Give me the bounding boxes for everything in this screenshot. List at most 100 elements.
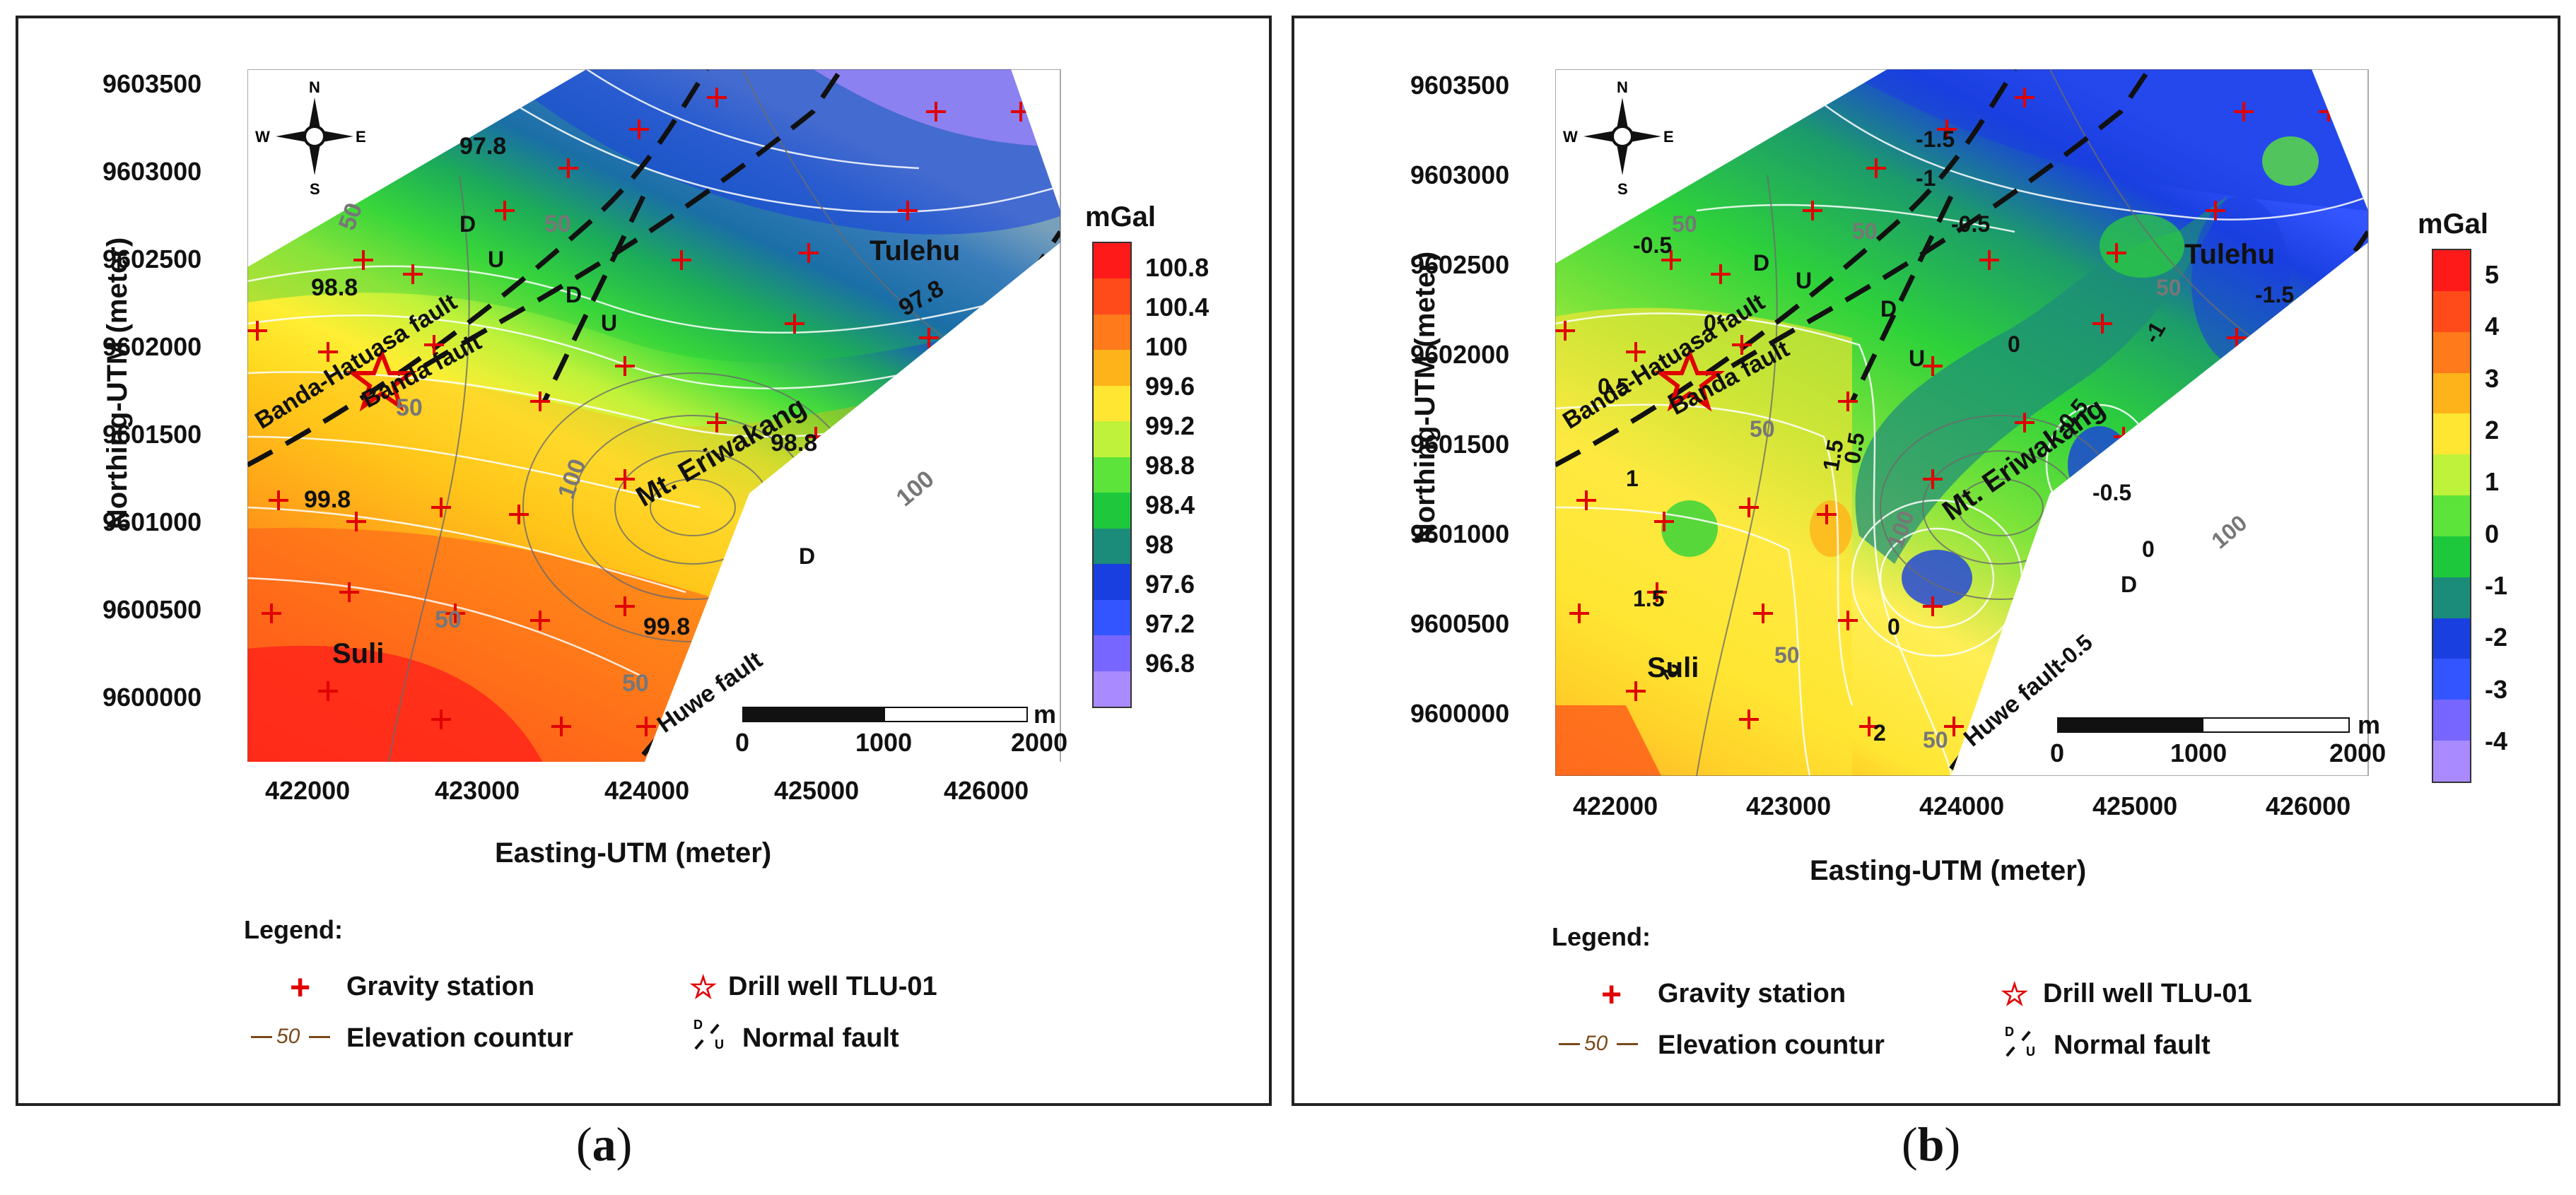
colorbar-segment (2433, 250, 2470, 291)
fault-mark-a-1: U (488, 247, 504, 272)
north-arrow-b: N S E W (1563, 78, 1674, 198)
fault-mark-b-1: U (1796, 268, 1812, 293)
legend-b-drill-icon: ☆ (2001, 977, 2029, 1012)
colorbar-segment (2433, 577, 2470, 618)
colorbar-segment (2433, 454, 2470, 496)
elevation-label-a-2: 50 (396, 394, 423, 421)
colorbar-label: 1 (2485, 467, 2500, 497)
scale-bar-a-black (742, 707, 886, 722)
panel-letter-a-open: ( (576, 1117, 592, 1171)
legend-b-elev-line-right (1617, 1043, 1638, 1045)
colorbar-label: 99.6 (1145, 372, 1195, 401)
x-tick-a-1: 423000 (435, 776, 520, 805)
y-tick-b-5: 9601000 (1410, 519, 1510, 548)
colorbar-label: -1 (2485, 571, 2508, 600)
colorbar-label: 100.4 (1145, 293, 1210, 322)
panel-b-map: Tulehu Mt. Eriwakang Suli Banda-Hatuasa … (1555, 69, 2369, 776)
elevation-label-b-6: 50 (1774, 642, 1800, 668)
y-tick-a-6: 9600500 (103, 595, 202, 624)
fault-mark-a-3: U (601, 310, 617, 336)
north-arrow-w-b: W (1563, 128, 1578, 146)
y-tick-a-2: 9602500 (103, 245, 202, 273)
scale-bar-a-unit: m (1034, 700, 1057, 729)
colorbar-segment (2433, 495, 2470, 536)
colorbar-b-unit: mGal (2418, 208, 2489, 240)
legend-a-drill-icon: ☆ (689, 970, 718, 1005)
scale-bar-b-label-0: 0 (2050, 738, 2065, 767)
legend-b-elev-label: Elevation countur (1658, 1030, 1885, 1060)
y-tick-a-0: 9603500 (103, 69, 202, 98)
y-tick-b-7: 9600000 (1410, 699, 1510, 728)
contour-label-b-14: 1.5 (1633, 586, 1664, 611)
colorbar-b (2432, 249, 2471, 783)
colorbar-segment (2433, 618, 2470, 659)
scale-bar-b-label-1: 1000 (2170, 738, 2227, 767)
north-arrow-s-a: S (310, 180, 320, 198)
colorbar-segment (2433, 290, 2470, 332)
colorbar-label: 97.6 (1145, 570, 1195, 599)
elevation-label-a-5: 100 (891, 466, 939, 512)
elevation-label-a-3: 50 (435, 606, 462, 633)
colorbar-segment (2433, 741, 2470, 782)
scale-bar-a-label-2: 2000 (1011, 728, 1068, 757)
legend-b-title: Legend: (1552, 922, 1651, 951)
scale-bar-b (2057, 717, 2350, 733)
legend-a-elev-label: Elevation countur (346, 1023, 573, 1053)
y-tick-a-3: 9602000 (103, 332, 202, 361)
scale-bar-b-black (2057, 717, 2205, 733)
contour-label-b-9: -0.5 (2092, 480, 2131, 505)
legend-b-fault-icon: D U (2001, 1025, 2043, 1060)
elevation-label-a-6: 50 (622, 670, 649, 697)
colorbar-label: -3 (2485, 674, 2508, 704)
x-tick-a-4: 426000 (944, 776, 1029, 805)
colorbar-a-unit: mGal (1085, 201, 1157, 232)
elevation-label-b-7: 50 (1923, 727, 1948, 753)
legend-a-fault-label: Normal fault (742, 1023, 899, 1053)
elevation-label-b-5: 100 (2206, 510, 2252, 553)
y-tick-a-1: 9603000 (103, 157, 202, 186)
colorbar-segment (1094, 243, 1130, 279)
legend-a-elev-icon: 50 (251, 1025, 336, 1049)
legend-a-fault-dash-1 (694, 1039, 704, 1050)
fault-mark-a-2: D (566, 282, 582, 307)
colorbar-segment (1094, 528, 1130, 565)
y-tick-a-4: 9601500 (103, 420, 202, 449)
north-arrow-e-b: E (1663, 128, 1674, 146)
contour-label-b-10: 0.5 (1598, 374, 1629, 399)
y-axis-title-b: Northing-UTM (meter) (1410, 251, 1441, 544)
legend-b-drill-label: Drill well TLU-01 (2043, 979, 2252, 1008)
scale-bar-b-unit: m (2358, 710, 2381, 739)
x-tick-b-4: 426000 (2266, 791, 2351, 820)
elevation-label-a-1: 50 (544, 211, 571, 237)
legend-b-fault-u: U (2026, 1044, 2035, 1059)
panel-letter-b: (b) (1902, 1117, 1960, 1172)
legend-a-gravity-icon: + (290, 967, 311, 1007)
y-tick-b-1: 9603000 (1410, 160, 1510, 189)
contour-label-b-11: 1.5 (1817, 437, 1848, 473)
colorbar-segment (2433, 372, 2470, 414)
elevation-label-b-3: 50 (1750, 416, 1775, 442)
colorbar-label: 5 (2485, 260, 2500, 289)
contour-label-b-16: 0 (1887, 614, 1900, 640)
colorbar-label: 98 (1145, 530, 1174, 559)
panel-a-map: Tulehu Mt. Eriwakang Suli Banda-Hatuasa … (247, 69, 1061, 762)
colorbar-segment (1094, 278, 1130, 314)
contour-label-b-12: 0.5 (1839, 430, 1869, 466)
north-arrow-a: N S E W (255, 78, 366, 198)
colorbar-label: 100.8 (1145, 253, 1210, 282)
colorbar-label: 98.8 (1145, 451, 1195, 480)
elevation-label-b-0: 50 (1672, 211, 1697, 237)
x-tick-b-3: 425000 (2092, 791, 2178, 820)
legend-b-fault-d: D (2005, 1025, 2014, 1039)
panel-letter-b-close: ) (1944, 1117, 1961, 1171)
legend-a-fault-d: D (693, 1018, 703, 1032)
scale-bar-a (742, 707, 1028, 722)
contour-label-b-19: 0 (2142, 536, 2155, 562)
y-tick-b-4: 9601500 (1410, 430, 1510, 459)
north-arrow-n-b: N (1617, 78, 1628, 96)
legend-a-fault-dash-2 (710, 1023, 720, 1035)
legend-a-gravity-label: Gravity station (346, 972, 535, 1001)
colorbar-label: 100 (1145, 332, 1188, 361)
contour-label-b-1: -1.5 (1916, 126, 1955, 152)
contour-label-b-13: 1 (1626, 466, 1639, 491)
